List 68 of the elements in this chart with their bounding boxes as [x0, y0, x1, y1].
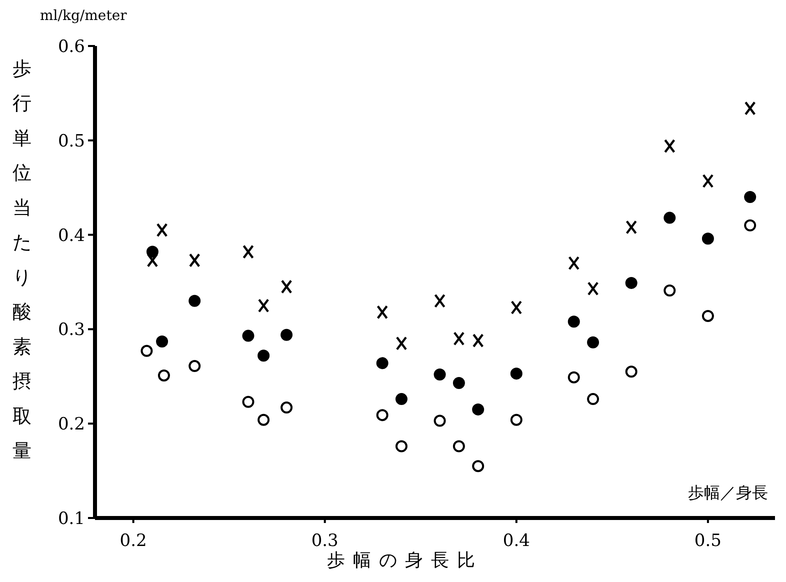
point	[258, 298, 270, 313]
y-tick-label: 0.5	[58, 131, 85, 152]
point	[452, 440, 465, 452]
point	[188, 360, 201, 372]
x-tick-label: 0.5	[694, 531, 722, 551]
annotation: 歩幅／身長	[688, 483, 768, 502]
y-tick-label: 0.6	[58, 37, 85, 57]
x-tick-label: 0.4	[502, 531, 530, 551]
y-tick-label: 0.4	[58, 226, 85, 246]
point	[434, 414, 446, 427]
point	[146, 253, 158, 268]
point	[510, 368, 522, 380]
point	[280, 328, 293, 341]
y-tick-label: 0.1	[58, 509, 85, 529]
point	[568, 371, 580, 384]
point	[189, 253, 200, 268]
point	[587, 336, 600, 348]
point	[472, 460, 484, 472]
point	[434, 294, 446, 308]
point	[664, 212, 676, 224]
point	[376, 409, 388, 422]
point	[140, 344, 153, 357]
point	[510, 300, 522, 315]
point	[434, 368, 446, 381]
x-tick-label: 0.2	[120, 531, 147, 551]
point	[472, 403, 484, 416]
point	[664, 138, 676, 154]
point	[626, 220, 637, 234]
point	[258, 414, 270, 426]
point	[158, 369, 170, 382]
point	[242, 330, 254, 342]
x-axis-title: 歩幅の身長比	[327, 550, 483, 571]
point	[744, 101, 756, 116]
point	[702, 174, 714, 188]
point	[453, 332, 465, 346]
point	[396, 336, 408, 350]
x-tick-label: 0.3	[311, 531, 338, 551]
point	[568, 256, 580, 270]
y-tick-label: 0.2	[58, 414, 85, 435]
point	[395, 393, 408, 406]
point	[280, 280, 292, 294]
point	[395, 440, 408, 452]
point	[702, 310, 714, 322]
point	[188, 294, 201, 307]
point	[744, 219, 756, 232]
point	[625, 276, 638, 289]
point	[587, 282, 599, 296]
point	[702, 232, 714, 245]
point	[510, 414, 522, 426]
point	[280, 402, 293, 414]
point	[146, 246, 158, 258]
point	[156, 335, 168, 348]
point	[376, 357, 388, 370]
point	[258, 350, 270, 362]
point	[625, 366, 638, 378]
point	[568, 316, 580, 328]
point	[242, 244, 254, 259]
point	[242, 396, 254, 408]
point	[664, 284, 676, 296]
point	[376, 305, 388, 320]
y-tick-label: 0.3	[58, 320, 85, 340]
text: ml/kg/meter	[40, 8, 128, 24]
point	[156, 222, 168, 238]
point	[744, 191, 756, 204]
point	[472, 333, 484, 348]
point	[452, 377, 465, 390]
text: 歩行単位当たり酸素摂取量	[12, 58, 32, 462]
point	[587, 393, 600, 406]
